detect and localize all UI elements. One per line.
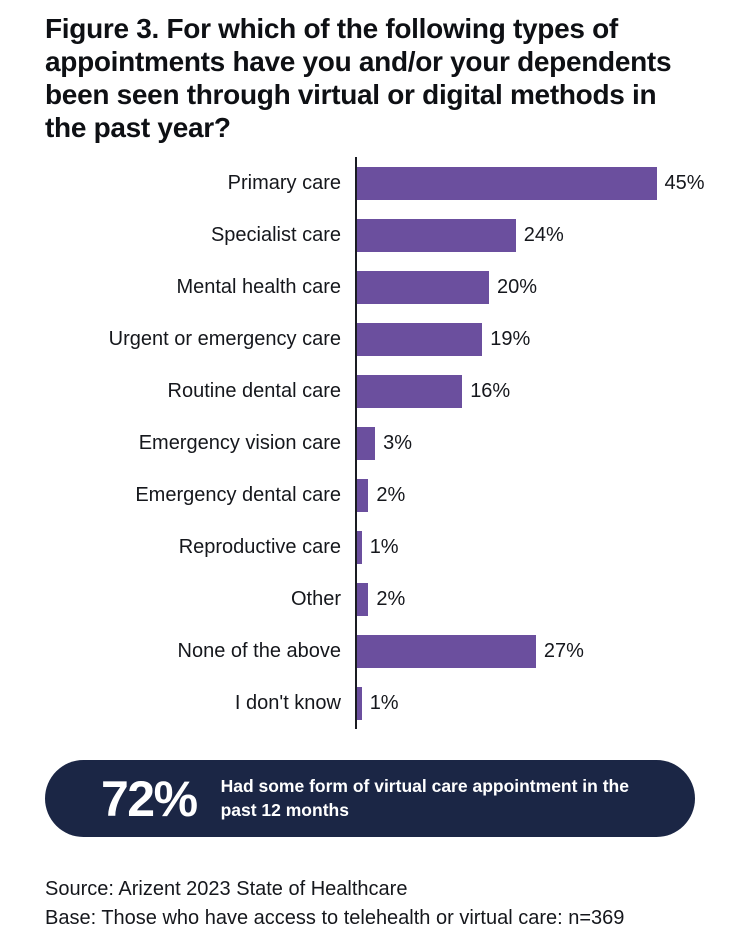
- chart-row: Primary care 45%: [45, 157, 705, 209]
- source-line: Source: Arizent 2023 State of Healthcare: [45, 878, 408, 900]
- bar-wrap: 1%: [355, 677, 399, 729]
- chart-rows: Primary care 45% Specialist care 24% Mental …: [45, 157, 705, 729]
- bar: [355, 478, 369, 512]
- bar-wrap: 3%: [355, 417, 412, 469]
- bar: [355, 218, 516, 252]
- bar-wrap: 45%: [355, 157, 705, 209]
- value-label: 45%: [664, 171, 705, 194]
- bar: [355, 270, 489, 304]
- bar-wrap: 20%: [355, 261, 537, 313]
- bar-wrap: 16%: [355, 365, 510, 417]
- category-label: Routine dental care: [167, 379, 341, 402]
- chart-row: Other 2%: [45, 573, 705, 625]
- bar: [355, 374, 463, 408]
- value-label: 20%: [497, 275, 538, 298]
- bar: [355, 166, 657, 200]
- value-label: 16%: [470, 379, 511, 402]
- bar: [355, 530, 362, 564]
- stat-description: Had some form of virtual care appointmen…: [220, 776, 629, 820]
- bar: [355, 426, 376, 460]
- category-label: None of the above: [177, 639, 341, 662]
- y-axis-line: [355, 157, 357, 729]
- chart-row: Routine dental care 16%: [45, 365, 705, 417]
- bar-wrap: 1%: [355, 521, 399, 573]
- chart-row: Mental health care 20%: [45, 261, 705, 313]
- value-label: 3%: [383, 431, 412, 454]
- chart-row: Reproductive care 1%: [45, 521, 705, 573]
- bar-wrap: 2%: [355, 469, 405, 521]
- category-label: Specialist care: [210, 223, 341, 246]
- category-label: Primary care: [227, 171, 341, 194]
- chart-row: None of the above 27%: [45, 625, 705, 677]
- bar-chart: Primary care 45% Specialist care 24% Mental …: [45, 157, 705, 729]
- value-label: 27%: [543, 639, 584, 662]
- value-label: 1%: [369, 535, 399, 558]
- bar: [355, 634, 536, 668]
- category-label: I don't know: [234, 691, 341, 714]
- category-label: Reproductive care: [178, 535, 341, 558]
- stat-callout: 72% Had some form of virtual care appoin…: [45, 760, 695, 837]
- category-label: Other: [290, 587, 341, 610]
- category-label: Emergency dental care: [135, 483, 341, 506]
- chart-row: Specialist care 24%: [45, 209, 705, 261]
- figure-title: Figure 3. For which of the following typ…: [45, 13, 672, 143]
- footer: Source: Arizent 2023 State of Healthcare…: [45, 875, 695, 933]
- chart-row: Urgent or emergency care 19%: [45, 313, 705, 365]
- bar: [355, 582, 369, 616]
- chart-row: Emergency vision care 3%: [45, 417, 705, 469]
- chart-row: Emergency dental care 2%: [45, 469, 705, 521]
- value-label: 19%: [490, 327, 531, 350]
- bar-wrap: 2%: [355, 573, 405, 625]
- value-label: 1%: [369, 691, 399, 714]
- stat-value: 72%: [101, 770, 198, 827]
- bar: [355, 322, 483, 356]
- base-line: Base: Those who have access to telehealt…: [45, 907, 625, 929]
- bar-wrap: 24%: [355, 209, 564, 261]
- category-label: Urgent or emergency care: [108, 327, 341, 350]
- category-label: Emergency vision care: [138, 431, 341, 454]
- bar-wrap: 27%: [355, 625, 584, 677]
- bar: [355, 686, 362, 720]
- value-label: 24%: [523, 223, 564, 246]
- category-label: Mental health care: [176, 275, 341, 298]
- chart-row: I don't know 1%: [45, 677, 705, 729]
- value-label: 2%: [376, 483, 406, 506]
- value-label: 2%: [376, 587, 406, 610]
- bar-wrap: 19%: [355, 313, 530, 365]
